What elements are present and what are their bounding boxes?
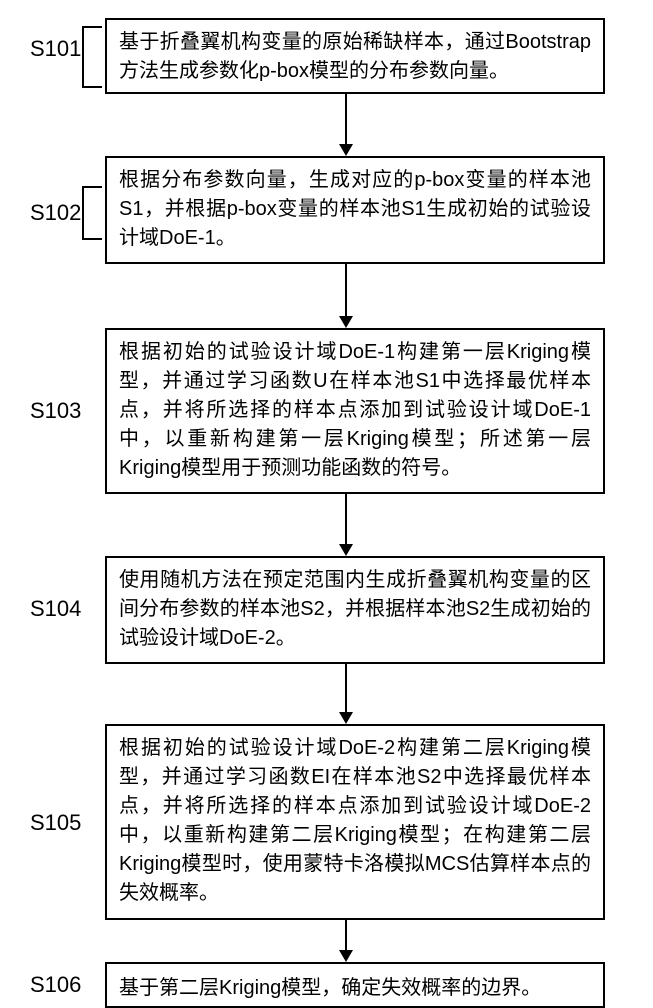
- flowchart-canvas: S101 基于折叠翼机构变量的原始稀缺样本，通过Bootstrap方法生成参数化…: [0, 0, 653, 1000]
- bracket-s102: [82, 186, 102, 240]
- step-label-s102: S102: [30, 200, 81, 226]
- step-box-s105: 根据初始的试验设计域DoE-2构建第二层Kriging模型，并通过学习函数EI在…: [105, 724, 605, 920]
- step-box-s104: 使用随机方法在预定范围内生成折叠翼机构变量的区间分布参数的样本池S2，并根据样本…: [105, 556, 605, 664]
- step-label-s104: S104: [30, 596, 81, 622]
- step-label-s105: S105: [30, 810, 81, 836]
- step-label-s106: S106: [30, 972, 81, 998]
- step-label-s103: S103: [30, 398, 81, 424]
- step-box-s103: 根据初始的试验设计域DoE-1构建第一层Kriging模型，并通过学习函数U在样…: [105, 328, 605, 494]
- step-box-s102: 根据分布参数向量，生成对应的p-box变量的样本池S1，并根据p-box变量的样…: [105, 156, 605, 264]
- bracket-s101: [82, 26, 102, 88]
- step-box-s106: 基于第二层Kriging模型，确定失效概率的边界。: [105, 962, 605, 1008]
- step-box-s101: 基于折叠翼机构变量的原始稀缺样本，通过Bootstrap方法生成参数化p-box…: [105, 18, 605, 94]
- step-label-s101: S101: [30, 36, 81, 62]
